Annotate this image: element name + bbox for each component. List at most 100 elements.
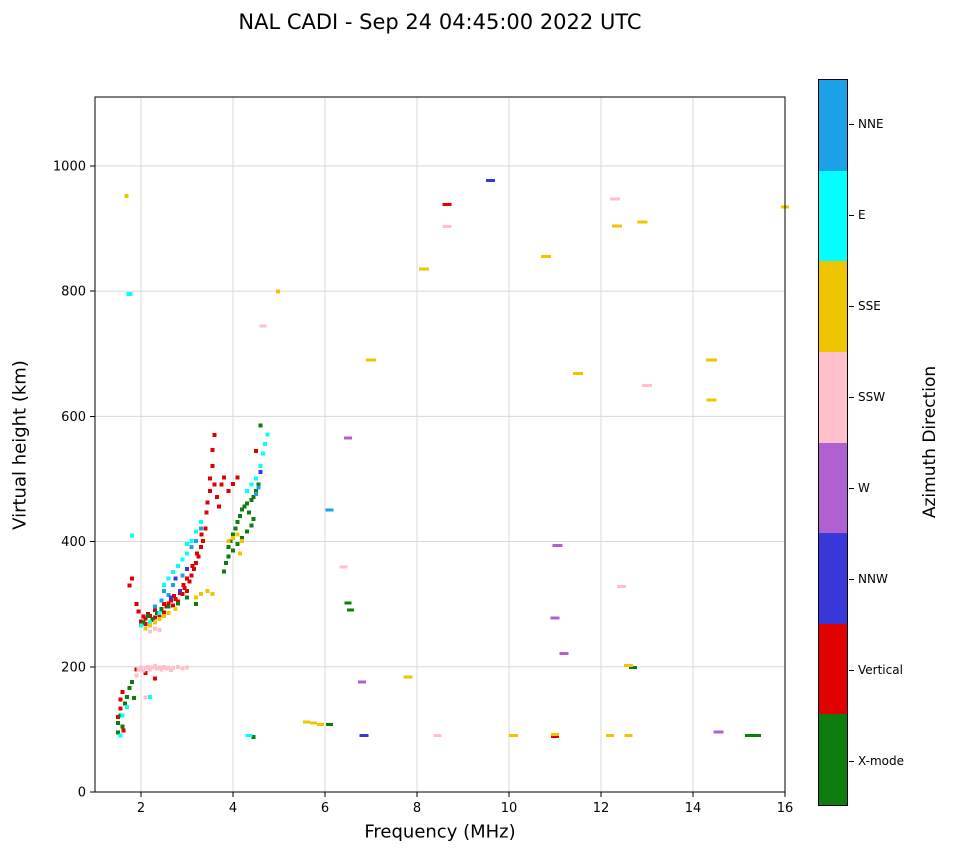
data-point-vertical: [172, 594, 177, 599]
data-point-sse: [205, 589, 210, 594]
data-point-vertical: [173, 597, 178, 602]
data-point-vertical: [235, 475, 240, 480]
data-point-sse: [276, 289, 281, 294]
y-axis-label: Virtual height (km): [9, 360, 31, 530]
data-point-x-mode: [155, 610, 160, 615]
colorbar-block-nne: [819, 80, 847, 171]
data-point-e: [258, 463, 263, 468]
data-point-vertical: [185, 576, 189, 581]
x-tick-label: 6: [321, 801, 329, 816]
data-point-vertical: [185, 589, 189, 594]
data-point-nnw: [185, 567, 189, 572]
y-tick-label: 200: [61, 660, 86, 675]
data-point-x-mode: [247, 510, 252, 515]
data-point-x-mode: [125, 694, 130, 699]
colorbar-block-vertical: [819, 623, 847, 715]
data-point-vertical: [143, 622, 148, 627]
colorbar-block-nnw: [819, 533, 847, 624]
data-point-x-mode: [629, 665, 638, 669]
data-point-sse: [612, 224, 623, 228]
data-point-nnw: [258, 470, 263, 475]
data-point-sse: [573, 372, 583, 376]
data-point-x-mode: [185, 595, 189, 600]
azimuth-colorbar: [818, 79, 848, 806]
data-point-vertical: [219, 482, 224, 487]
data-point-vertical: [221, 475, 226, 480]
data-point-sse: [551, 732, 559, 736]
data-point-x-mode: [235, 542, 240, 547]
data-point-e: [194, 529, 199, 534]
data-point-nnw: [168, 595, 173, 600]
colorbar-label-e: E: [858, 208, 866, 223]
data-point-ssw: [134, 673, 139, 678]
colorbar-tick: [849, 487, 854, 489]
data-point-x-mode: [326, 722, 334, 726]
data-point-e: [254, 476, 258, 481]
data-point-vertical: [141, 614, 146, 619]
y-tick-label: 800: [61, 285, 86, 300]
data-point-vertical: [148, 614, 153, 619]
data-point-x-mode: [231, 548, 235, 553]
data-point-vertical: [198, 545, 203, 550]
data-point-x-mode: [145, 614, 150, 619]
data-point-sse: [366, 358, 376, 362]
data-point-ssw: [162, 664, 166, 669]
data-point-vertical: [127, 583, 132, 588]
data-point-sse: [226, 538, 231, 543]
data-point-nnw: [173, 576, 178, 581]
data-point-ssw: [259, 324, 267, 328]
data-point-sse: [124, 193, 129, 198]
data-point-vertical: [166, 601, 171, 606]
data-point-x-mode: [159, 607, 164, 612]
data-point-x-mode: [132, 696, 137, 701]
data-point-nne: [159, 598, 164, 603]
data-point-sse: [162, 614, 166, 619]
data-point-vertical: [134, 602, 139, 607]
data-point-e: [245, 734, 253, 738]
data-point-vertical: [217, 504, 222, 509]
data-point-nnw: [359, 734, 369, 738]
data-point-w: [552, 543, 563, 547]
data-point-vertical: [187, 579, 192, 584]
data-point-w: [550, 616, 560, 620]
data-point-e: [198, 520, 203, 525]
data-point-x-mode: [118, 713, 123, 718]
colorbar-block-w: [819, 442, 847, 534]
x-tick-label: 4: [229, 801, 237, 816]
data-point-sse: [540, 255, 551, 259]
data-point-x-mode: [254, 488, 258, 493]
data-point-x-mode: [251, 495, 256, 500]
x-axis-label: Frequency (MHz): [364, 821, 516, 843]
y-tick-label: 1000: [53, 159, 86, 174]
data-point-vertical: [164, 604, 169, 609]
data-point-ssw: [166, 665, 171, 670]
data-point-ssw: [642, 384, 652, 388]
data-point-sse: [173, 607, 178, 612]
data-point-ssw: [148, 629, 153, 634]
data-point-ssw: [148, 667, 153, 672]
data-point-w: [357, 680, 366, 684]
data-point-sse: [143, 626, 148, 631]
data-point-sse: [240, 538, 245, 543]
data-point-nne: [325, 508, 334, 512]
data-point-sse: [418, 267, 429, 271]
data-point-ssw: [159, 667, 164, 672]
data-point-sse: [231, 535, 235, 540]
data-point-w: [713, 730, 724, 734]
data-point-e: [120, 713, 125, 718]
data-point-vertical: [136, 609, 141, 614]
colorbar-tick: [849, 578, 854, 580]
data-point-e: [175, 563, 180, 568]
data-point-vertical: [195, 551, 200, 556]
data-point-ssw: [150, 665, 155, 670]
data-point-vertical: [231, 481, 235, 486]
data-point-ssw: [143, 666, 148, 671]
data-point-vertical: [191, 567, 196, 572]
data-point-x-mode: [150, 617, 155, 622]
data-point-ssw: [185, 665, 189, 670]
data-point-x-mode: [175, 601, 180, 606]
data-point-nne: [171, 582, 176, 587]
data-point-sse: [706, 398, 717, 402]
data-point-ssw: [152, 626, 157, 631]
data-point-vertical: [116, 714, 120, 719]
